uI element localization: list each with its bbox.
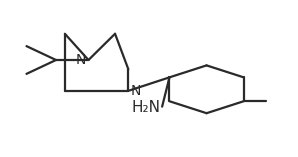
Text: N: N	[76, 53, 86, 67]
Text: N: N	[131, 84, 141, 98]
Text: H₂N: H₂N	[131, 100, 160, 115]
